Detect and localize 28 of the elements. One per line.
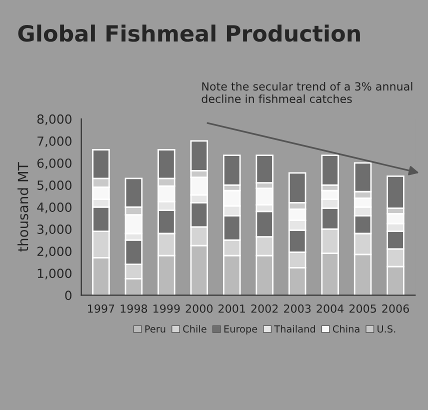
legend-label: U.S. <box>378 325 396 333</box>
y-tick-label: 8,000 <box>37 114 72 126</box>
y-tick-label: 5,000 <box>37 180 72 192</box>
x-tick-label: 2002 <box>251 304 278 313</box>
y-tick-label: 2,000 <box>37 246 72 258</box>
y-axis-title: thousand MT <box>18 162 28 252</box>
y-tick-label: 3,000 <box>37 224 72 236</box>
x-tick-label: 1997 <box>88 304 114 313</box>
x-tick-label: 2004 <box>316 304 344 313</box>
text: Note the secular trend of a 3% annual decline in fishmeal catches <box>202 82 412 104</box>
legend-label: Peru <box>145 325 166 333</box>
legend-label: Thailand <box>274 325 315 333</box>
x-tick-label: 2003 <box>284 304 311 313</box>
x-tick-label: 1999 <box>154 304 180 313</box>
x-tick-label: 2006 <box>382 304 409 313</box>
y-tick-label: 4,000 <box>37 202 72 214</box>
x-tick-label: 2001 <box>218 304 245 313</box>
legend-label: China <box>332 325 360 333</box>
chart-title: Global Fishmeal Production <box>18 24 360 42</box>
legend-label: Chile <box>183 325 206 333</box>
y-tick-label: 7,000 <box>38 136 72 148</box>
y-tick-label: 6,000 <box>37 158 72 170</box>
x-tick-label: 2000 <box>186 304 213 313</box>
x-tick-label: 1998 <box>120 304 148 313</box>
legend-label: Europe <box>224 325 258 335</box>
y-tick-label: 0 <box>65 290 72 300</box>
x-tick-label: 2005 <box>349 304 376 313</box>
y-tick-label: 1,000 <box>38 268 72 280</box>
